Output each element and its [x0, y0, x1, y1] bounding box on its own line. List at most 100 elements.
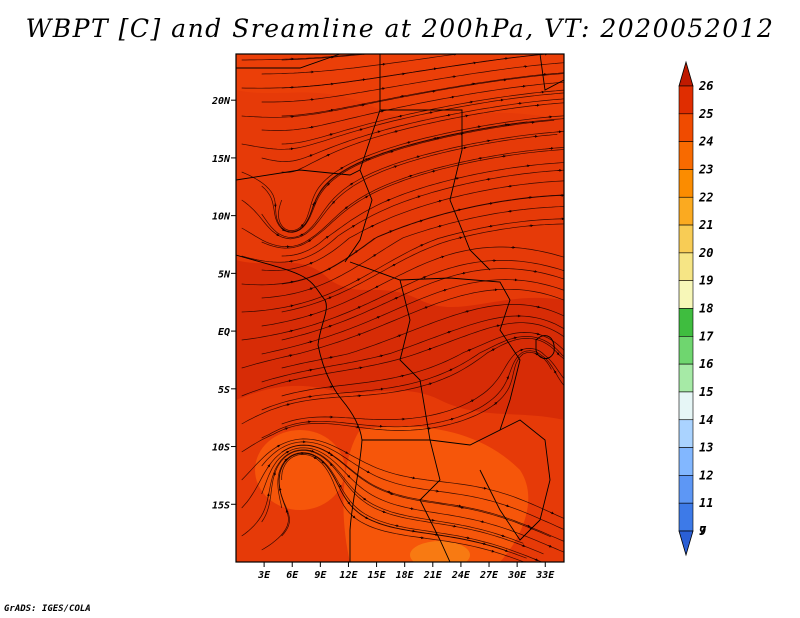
colorbar-swatch: [678, 85, 694, 115]
lon-tick-label: 3E: [257, 570, 271, 581]
colorbar-swatch: [678, 391, 694, 421]
colorbar-swatch: [678, 336, 694, 365]
lake-victoria: [535, 335, 555, 359]
streamline-arrow: [372, 254, 377, 257]
streamline-arrow: [517, 102, 522, 105]
streamline: [241, 322, 564, 397]
streamline-arrow: [521, 544, 526, 547]
streamline-arrow: [391, 263, 396, 267]
streamline-arrow: [327, 325, 333, 328]
colorbar-label: 12: [699, 468, 713, 482]
streamline-arrow: [325, 153, 331, 157]
streamline: [241, 147, 564, 248]
streamline-arrow: [451, 524, 457, 528]
streamline-arrow: [401, 50, 405, 51]
streamline: [241, 438, 564, 519]
streamline-arrow: [495, 324, 500, 328]
streamline-arrow: [379, 387, 384, 391]
streamline-arrow: [422, 276, 427, 279]
lat-tick-label: 20N: [211, 96, 231, 107]
streamline: [261, 350, 564, 439]
lon-tick-label: 24E: [451, 570, 471, 581]
streamline: [261, 206, 564, 299]
wbpt-warm-core: [410, 541, 470, 562]
streamline-arrow: [490, 348, 496, 352]
streamline-arrow: [459, 132, 464, 136]
streamline-arrow: [519, 348, 524, 352]
streamline-arrow: [289, 304, 294, 308]
streamline-arrow: [275, 233, 280, 237]
streamline-arrow: [469, 399, 475, 403]
lon-tick-label: 33E: [535, 570, 555, 581]
streamline-arrow: [493, 402, 498, 406]
streamline-arrow: [446, 113, 451, 117]
streamline-arrow: [358, 128, 363, 132]
lon-tick-label: 27E: [479, 570, 499, 581]
colorbar-swatch: [678, 224, 694, 254]
streamline-arrow: [535, 305, 541, 309]
border-north-b: [344, 54, 381, 263]
streamline-arrow: [419, 244, 424, 247]
streamline-arrow: [462, 146, 467, 150]
streamline-arrow: [477, 157, 483, 160]
streamline-arrow: [556, 351, 560, 356]
border-northeast: [539, 54, 564, 91]
streamline-arrow: [327, 296, 332, 300]
streamline: [281, 118, 564, 233]
lat-tick-label: 15N: [212, 154, 231, 165]
streamline-arrow: [344, 206, 349, 210]
streamline-arrow: [502, 78, 507, 82]
streamline-arrow: [512, 336, 518, 340]
streamline-arrow: [446, 330, 452, 334]
streamline-arrow: [415, 155, 421, 159]
coastline-west: [236, 254, 363, 562]
streamline-arrow: [394, 297, 399, 300]
streamline-arrow: [381, 510, 386, 514]
streamline-arrow: [408, 174, 413, 178]
lon-tick-label: 18E: [396, 570, 415, 581]
streamline: [241, 449, 524, 544]
streamline: [241, 218, 564, 313]
lat-tick-label: 10N: [212, 212, 231, 223]
streamline: [261, 336, 564, 411]
streamline-arrow: [458, 236, 463, 240]
streamline-arrow: [464, 114, 469, 118]
streamline-arrow: [488, 202, 493, 205]
colorbar-label: 15: [699, 385, 713, 399]
colorbar-label: 13: [699, 441, 713, 455]
streamline-arrow: [507, 209, 513, 213]
streamline: [261, 180, 564, 271]
streamline-arrow: [308, 340, 313, 344]
streamline: [281, 54, 370, 61]
streamline: [241, 194, 564, 286]
streamline: [241, 337, 564, 425]
wbpt-north-band: [236, 54, 564, 120]
streamline-arrow: [284, 458, 288, 462]
streamline-arrow: [398, 114, 403, 118]
streamline-arrow: [308, 368, 313, 372]
country-borders: [236, 54, 564, 562]
streamline-arrow: [501, 154, 507, 158]
streamline-arrow: [426, 427, 432, 430]
streamline-arrow: [439, 255, 445, 259]
lon-tick-label: 9E: [314, 570, 327, 581]
colorbar-label: 14: [699, 413, 713, 427]
streamline-arrow: [464, 310, 470, 313]
streamline-arrow: [410, 529, 416, 533]
lat-tick-label: 15S: [212, 500, 230, 511]
colorbar-swatch: [678, 280, 694, 309]
streamline-arrow: [380, 87, 386, 90]
streamline-arrow: [351, 515, 356, 519]
colorbar-over-triangle: [678, 60, 694, 87]
streamline-arrow: [466, 349, 472, 352]
streamline-arrow: [470, 82, 476, 86]
colorbar-label: 20: [698, 246, 713, 260]
lon-tick-label: 30E: [507, 570, 527, 581]
streamline: [241, 54, 364, 61]
streamline-arrow: [273, 471, 276, 477]
streamline-arrow: [365, 470, 371, 474]
streamline-arrow: [300, 223, 304, 228]
streamline-arrow: [309, 449, 315, 453]
streamline-arrow: [328, 356, 334, 359]
streamline-arrow: [456, 208, 462, 212]
